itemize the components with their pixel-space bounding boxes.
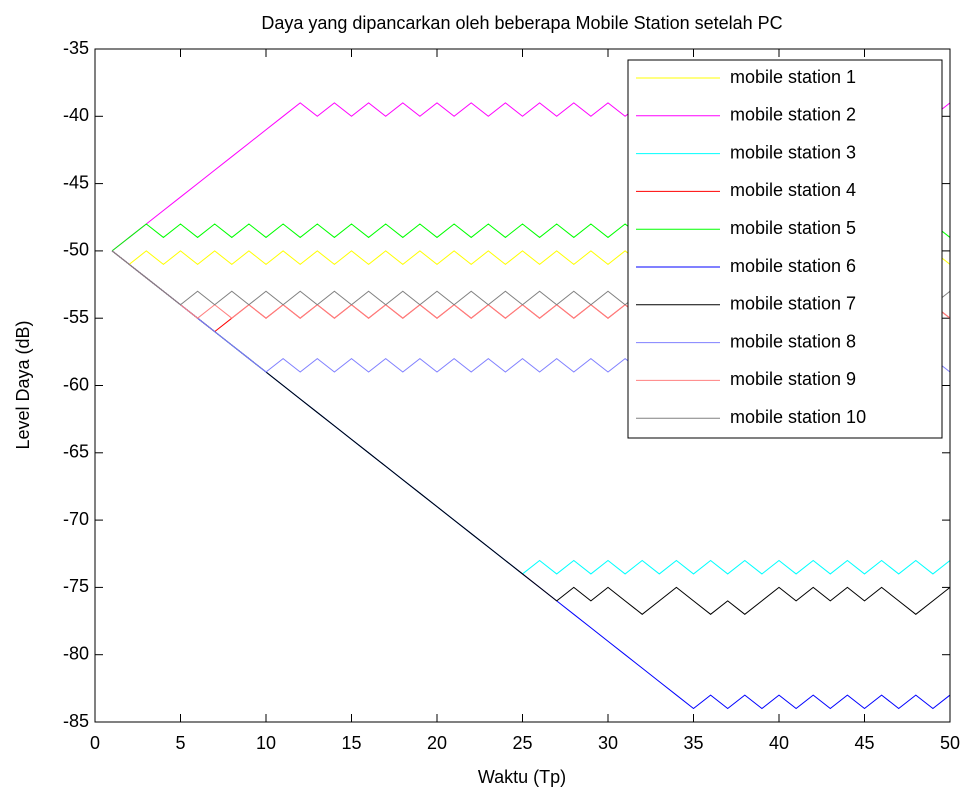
x-tick-label: 45 (854, 733, 874, 753)
x-tick-label: 40 (769, 733, 789, 753)
x-axis-label: Waktu (Tp) (478, 767, 566, 787)
legend-label: mobile station 1 (730, 67, 856, 87)
x-tick-label: 15 (341, 733, 361, 753)
legend-label: mobile station 9 (730, 369, 856, 389)
legend-label: mobile station 4 (730, 180, 856, 200)
x-tick-label: 50 (940, 733, 960, 753)
y-tick-label: -85 (63, 711, 89, 731)
x-tick-label: 30 (598, 733, 618, 753)
legend-label: mobile station 2 (730, 105, 856, 125)
x-tick-label: 0 (90, 733, 100, 753)
y-axis-label: Level Daya (dB) (13, 320, 33, 449)
chart-title: Daya yang dipancarkan oleh beberapa Mobi… (261, 13, 782, 33)
plot-frame (94, 48, 951, 723)
x-tick-label: 35 (683, 733, 703, 753)
y-tick-label: -50 (63, 240, 89, 260)
y-tick-label: -60 (63, 374, 89, 394)
legend-label: mobile station 6 (730, 256, 856, 276)
x-tick-label: 10 (256, 733, 276, 753)
y-tick-label: -80 (63, 643, 89, 663)
y-tick-label: -40 (63, 105, 89, 125)
y-tick-label: -45 (63, 172, 89, 192)
legend-box (627, 59, 943, 439)
legend-label: mobile station 8 (730, 331, 856, 351)
x-tick-label: 5 (175, 733, 185, 753)
x-tick-label: 25 (512, 733, 532, 753)
legend-label: mobile station 10 (730, 407, 866, 427)
legend-label: mobile station 3 (730, 142, 856, 162)
legend-label: mobile station 5 (730, 218, 856, 238)
legend-label: mobile station 7 (730, 294, 856, 314)
y-tick-label: -35 (63, 38, 89, 58)
y-tick-label: -65 (63, 442, 89, 462)
y-tick-label: -55 (63, 307, 89, 327)
y-tick-label: -70 (63, 509, 89, 529)
y-tick-label: -75 (63, 576, 89, 596)
x-tick-label: 20 (427, 733, 447, 753)
